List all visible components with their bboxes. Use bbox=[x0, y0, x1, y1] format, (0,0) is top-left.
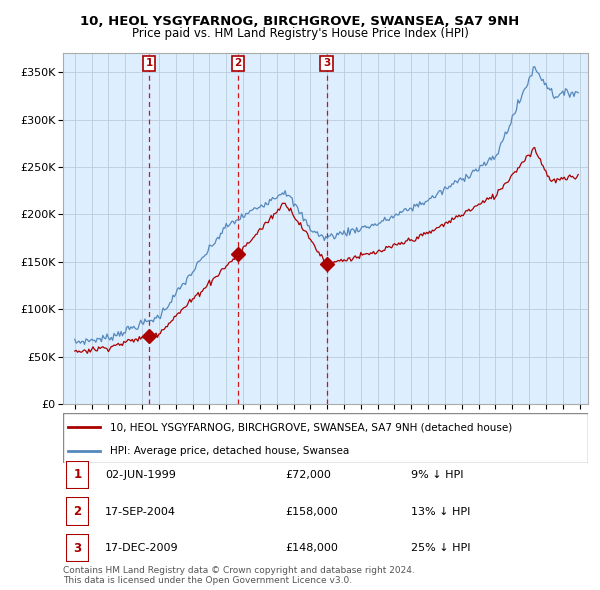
Text: £72,000: £72,000 bbox=[285, 470, 331, 480]
FancyBboxPatch shape bbox=[66, 461, 89, 489]
Text: 25% ↓ HPI: 25% ↓ HPI bbox=[411, 543, 470, 553]
Text: Contains HM Land Registry data © Crown copyright and database right 2024.
This d: Contains HM Land Registry data © Crown c… bbox=[63, 566, 415, 585]
Text: 17-DEC-2009: 17-DEC-2009 bbox=[105, 543, 179, 553]
Text: £158,000: £158,000 bbox=[285, 507, 338, 516]
Text: Price paid vs. HM Land Registry's House Price Index (HPI): Price paid vs. HM Land Registry's House … bbox=[131, 27, 469, 40]
Text: 13% ↓ HPI: 13% ↓ HPI bbox=[411, 507, 470, 516]
Text: 9% ↓ HPI: 9% ↓ HPI bbox=[411, 470, 463, 480]
Text: 10, HEOL YSGYFARNOG, BIRCHGROVE, SWANSEA, SA7 9NH: 10, HEOL YSGYFARNOG, BIRCHGROVE, SWANSEA… bbox=[80, 15, 520, 28]
Text: 02-JUN-1999: 02-JUN-1999 bbox=[105, 470, 176, 480]
Text: 3: 3 bbox=[323, 58, 330, 68]
Text: 1: 1 bbox=[146, 58, 153, 68]
Text: 2: 2 bbox=[73, 505, 82, 518]
Text: 3: 3 bbox=[73, 542, 82, 555]
Text: £148,000: £148,000 bbox=[285, 543, 338, 553]
Text: 17-SEP-2004: 17-SEP-2004 bbox=[105, 507, 176, 516]
Text: 1: 1 bbox=[73, 468, 82, 481]
FancyBboxPatch shape bbox=[66, 497, 89, 526]
Text: 2: 2 bbox=[235, 58, 242, 68]
FancyBboxPatch shape bbox=[63, 413, 588, 463]
FancyBboxPatch shape bbox=[66, 534, 89, 562]
Text: 10, HEOL YSGYFARNOG, BIRCHGROVE, SWANSEA, SA7 9NH (detached house): 10, HEOL YSGYFARNOG, BIRCHGROVE, SWANSEA… bbox=[110, 422, 512, 432]
Text: HPI: Average price, detached house, Swansea: HPI: Average price, detached house, Swan… bbox=[110, 445, 349, 455]
